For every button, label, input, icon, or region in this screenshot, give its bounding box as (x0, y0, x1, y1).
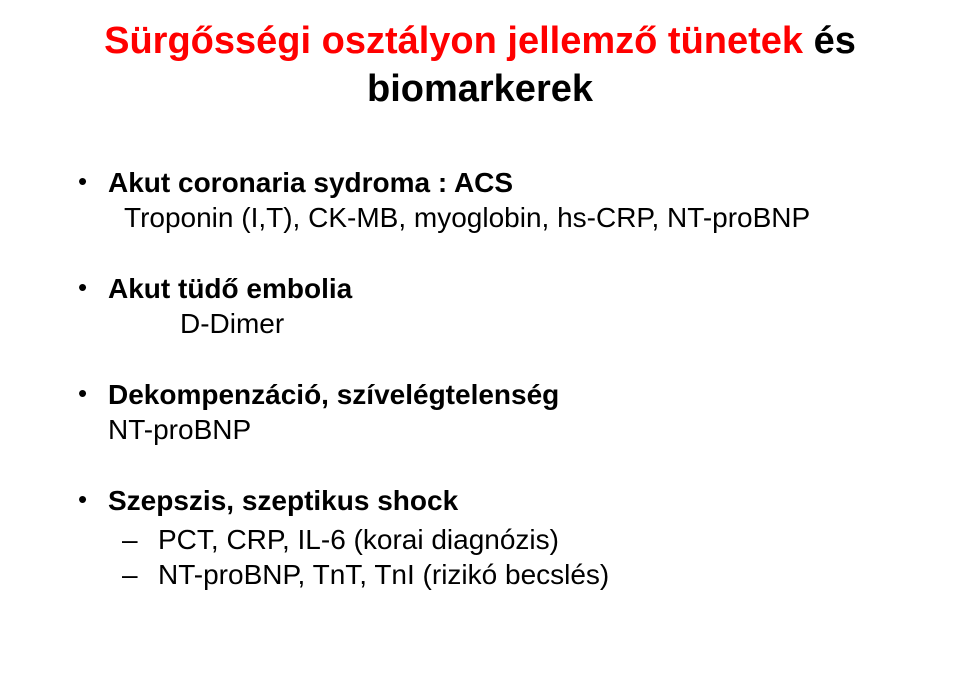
item-header: Akut tüdő embolia (108, 273, 352, 304)
slide-title: Sürgősségi osztályon jellemző tünetek és… (50, 18, 910, 113)
title-part1: Sürgősségi osztályon jellemző tünetek (104, 20, 803, 62)
list-item: Szepszis, szeptikus shock PCT, CRP, IL-6… (50, 483, 910, 592)
list-item: Dekompenzáció, szívelégtelenség NT-proBN… (50, 377, 910, 447)
dash-item: PCT, CRP, IL-6 (korai diagnózis) (108, 522, 910, 557)
bullet-list: Akut coronaria sydroma : ACS Troponin (I… (50, 165, 910, 592)
dash-list: PCT, CRP, IL-6 (korai diagnózis) NT-proB… (108, 522, 910, 592)
item-sub: D-Dimer (108, 306, 910, 341)
list-item: Akut tüdő embolia D-Dimer (50, 271, 910, 341)
dash-item: NT-proBNP, TnT, TnI (rizikó becslés) (108, 557, 910, 592)
item-header: Szepszis, szeptikus shock (108, 485, 458, 516)
item-header: Akut coronaria sydroma : ACS (108, 167, 513, 198)
item-header: Dekompenzáció, szívelégtelenség (108, 379, 559, 410)
slide: Sürgősségi osztályon jellemző tünetek és… (0, 0, 960, 684)
item-sub: NT-proBNP (108, 412, 910, 447)
item-sub: Troponin (I,T), CK-MB, myoglobin, hs-CRP… (108, 200, 910, 235)
list-item: Akut coronaria sydroma : ACS Troponin (I… (50, 165, 910, 235)
slide-content: Akut coronaria sydroma : ACS Troponin (I… (50, 165, 910, 592)
